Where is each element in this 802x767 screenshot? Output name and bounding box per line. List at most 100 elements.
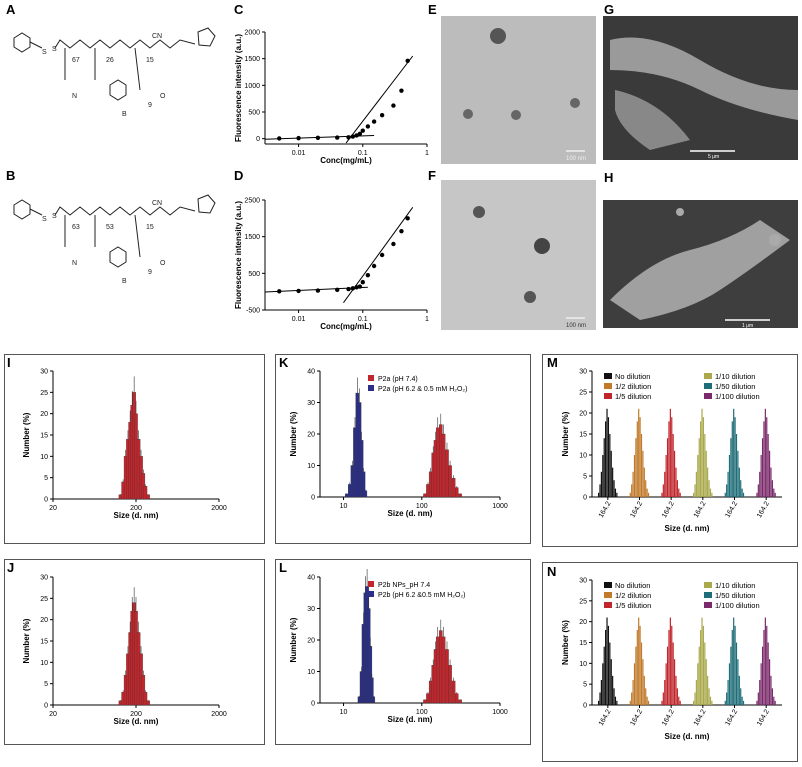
histogram-bar-M	[662, 484, 664, 497]
legend-swatch-M	[604, 373, 612, 379]
panel-n-frame	[542, 562, 798, 762]
chem-a-s2: S	[52, 46, 57, 53]
histogram-bar-K	[435, 427, 440, 498]
y-tick-label-N: 5	[583, 682, 587, 689]
x-tick-label-M: 164.2	[756, 500, 771, 519]
x-tick-label-N: 164.2	[756, 708, 771, 727]
chem-b-cn: CN	[152, 200, 162, 207]
x-axis-label-D: Conc(mg/mL)	[320, 322, 372, 331]
chem-b-b: B	[122, 278, 127, 285]
histogram-bar-N	[609, 642, 611, 705]
legend-label-N: No dilution	[615, 581, 650, 590]
panel-k-frame	[275, 354, 531, 544]
histogram-bar-N	[735, 642, 738, 705]
histogram-bar-N	[711, 700, 713, 705]
legend-label-M: 1/2 dilution	[615, 382, 651, 391]
histogram-bar-N	[616, 700, 618, 705]
histogram-bar-M	[671, 417, 673, 497]
y-axis-label-L: Number (%)	[289, 617, 298, 662]
y-tick-label-K: 40	[307, 369, 315, 376]
histogram-bar-M	[698, 438, 700, 497]
histogram-bar-N	[645, 688, 647, 705]
histogram-bar-M	[767, 434, 769, 497]
y-axis-label-M: Number (%)	[561, 411, 570, 456]
y-tick-label-M: 30	[579, 369, 587, 376]
y-tick-label-M: 25	[579, 390, 587, 397]
histogram-bar-N	[606, 617, 608, 705]
histogram-bar-N	[665, 663, 667, 705]
histogram-bar-N	[697, 663, 699, 705]
y-tick-label-N: 25	[579, 598, 587, 605]
histogram-bar-N	[767, 642, 769, 705]
y-tick-label-J: 30	[40, 575, 48, 582]
histogram-bar-M	[694, 484, 696, 497]
legend-swatch-N	[704, 582, 712, 588]
y-tick-label-J: 5	[44, 681, 48, 688]
histogram-bar-N	[700, 630, 702, 705]
legend-label-M: 1/100 dilution	[715, 392, 760, 401]
data-point-C	[354, 133, 359, 138]
histogram-bar-N	[673, 659, 676, 705]
x-tick-label-I: 200	[130, 505, 142, 512]
data-point-D	[350, 286, 356, 291]
histogram-bar-M	[695, 471, 698, 497]
data-point-D	[354, 285, 359, 290]
data-point-D	[357, 284, 363, 289]
y-tick-label-L: 0	[311, 701, 315, 708]
x-tick-label-C: 0.1	[358, 150, 368, 157]
histogram-bar-N	[770, 675, 772, 705]
micrograph-e: 100 nm	[441, 16, 596, 164]
y-tick-label-K: 0	[311, 495, 315, 502]
x-axis-label-N: Size (d. nm)	[665, 732, 710, 741]
histogram-bar-M	[605, 421, 607, 497]
histogram-bar-M	[766, 417, 768, 497]
histogram-bar-M	[734, 417, 736, 497]
histogram-bar-M	[731, 421, 733, 497]
panel-label-f: F	[428, 168, 436, 183]
chem-b-n: N	[72, 260, 77, 267]
histogram-bar-N	[728, 663, 731, 705]
panel-label-c: C	[234, 2, 244, 17]
histogram-bar-N	[633, 663, 636, 705]
histogram-bar-L	[423, 699, 427, 704]
histogram-bar-M	[669, 408, 671, 497]
panel-label-k: K	[279, 355, 289, 370]
histogram-bar-L	[435, 636, 440, 704]
data-point-D	[315, 288, 321, 293]
legend-label-M: No dilution	[615, 372, 650, 381]
histogram-bar-M	[693, 492, 695, 497]
x-tick-label-N: 164.2	[724, 708, 739, 727]
histogram-bar-N	[733, 617, 735, 705]
y-axis-label-C: Fluorescence intensity (a.u.)	[234, 34, 243, 142]
y-tick-label-I: 15	[40, 433, 48, 440]
histogram-bar-L	[455, 693, 459, 704]
x-axis-label-I: Size (d. nm)	[114, 511, 159, 520]
x-axis-label-M: Size (d. nm)	[665, 524, 710, 533]
histogram-bar-N	[727, 680, 729, 705]
histogram-bar-N	[647, 700, 650, 705]
histogram-bar-M	[639, 417, 641, 497]
legend-swatch-M	[604, 383, 612, 389]
y-tick-label-D: 2500	[244, 198, 260, 205]
micrograph-h: 1 μm	[603, 200, 798, 329]
histogram-bar-N	[636, 630, 638, 705]
histogram-bar-N	[695, 680, 698, 705]
histogram-bar-N	[639, 625, 641, 705]
panel-j-frame	[4, 559, 265, 745]
x-axis-label-C: Conc(mg/mL)	[320, 156, 372, 165]
histogram-bar-M	[613, 480, 615, 497]
histogram-bar-M	[770, 467, 772, 497]
histogram-bar-M	[760, 455, 762, 497]
y-tick-label-L: 40	[307, 575, 315, 582]
legend-label-M: 1/50 dilution	[715, 382, 755, 391]
y-tick-label-I: 20	[40, 411, 48, 418]
panel-label-n: N	[547, 564, 557, 579]
histogram-bar-K	[445, 449, 449, 498]
legend-swatch-N	[604, 602, 612, 608]
y-tick-label-C: 1500	[244, 56, 260, 63]
histogram-bar-M	[733, 408, 735, 497]
y-tick-label-N: 20	[579, 619, 587, 626]
data-point-C	[371, 119, 377, 124]
histogram-bar-M	[707, 467, 709, 497]
y-tick-label-C: 0	[256, 136, 260, 143]
